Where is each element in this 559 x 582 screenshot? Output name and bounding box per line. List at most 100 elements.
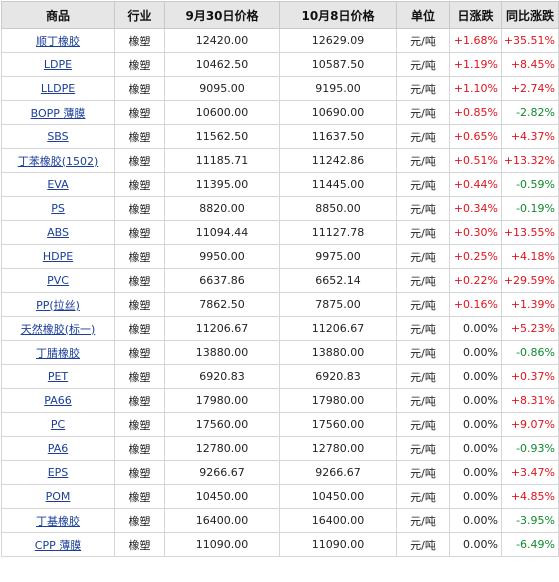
product-cell: PET: [1, 364, 115, 389]
unit-cell: 元/吨: [396, 100, 450, 125]
price-oct8-cell: 11206.67: [279, 316, 397, 341]
yoy-change-cell: -0.86%: [501, 340, 559, 365]
product-link[interactable]: EVA: [47, 178, 69, 191]
product-cell: 丁苯橡胶(1502): [1, 148, 115, 173]
product-link[interactable]: 顺丁橡胶: [36, 34, 80, 48]
price-sep30-cell: 9095.00: [164, 76, 280, 101]
price-sep30-cell: 11185.71: [164, 148, 280, 173]
yoy-change-cell: +35.51%: [501, 28, 559, 53]
price-oct8-cell: 11242.86: [279, 148, 397, 173]
yoy-change-cell: +8.45%: [501, 52, 559, 77]
unit-cell: 元/吨: [396, 196, 450, 221]
unit-cell: 元/吨: [396, 460, 450, 485]
yoy-change-cell: +3.47%: [501, 460, 559, 485]
table-row: PA6 橡塑 12780.00 12780.00 元/吨 0.00% -0.93%: [1, 436, 559, 461]
industry-cell: 橡塑: [114, 316, 165, 341]
product-link[interactable]: SBS: [47, 130, 69, 143]
unit-cell: 元/吨: [396, 124, 450, 149]
product-cell: POM: [1, 484, 115, 509]
daily-change-cell: +0.65%: [449, 124, 502, 149]
price-oct8-cell: 8850.00: [279, 196, 397, 221]
product-link[interactable]: 丁腈橡胶: [36, 346, 80, 360]
product-link[interactable]: PA6: [47, 442, 69, 455]
unit-cell: 元/吨: [396, 76, 450, 101]
table-row: PET 橡塑 6920.83 6920.83 元/吨 0.00% +0.37%: [1, 364, 559, 389]
product-link[interactable]: ABS: [47, 226, 69, 239]
product-link[interactable]: 丁基橡胶: [36, 514, 80, 528]
yoy-change-cell: -3.95%: [501, 508, 559, 533]
industry-cell: 橡塑: [114, 460, 165, 485]
product-cell: 丁基橡胶: [1, 508, 115, 533]
product-link[interactable]: 天然橡胶(标一): [20, 322, 96, 336]
yoy-change-cell: +13.32%: [501, 148, 559, 173]
industry-cell: 橡塑: [114, 508, 165, 533]
table-row: SBS 橡塑 11562.50 11637.50 元/吨 +0.65% +4.37%: [1, 124, 559, 149]
price-oct8-cell: 9266.67: [279, 460, 397, 485]
daily-change-cell: 0.00%: [449, 388, 502, 413]
product-link[interactable]: PP(拉丝): [36, 298, 80, 312]
price-sep30-cell: 7862.50: [164, 292, 280, 317]
industry-cell: 橡塑: [114, 124, 165, 149]
industry-cell: 橡塑: [114, 220, 165, 245]
product-link[interactable]: HDPE: [42, 250, 74, 263]
product-link[interactable]: POM: [45, 490, 71, 503]
daily-change-cell: +1.19%: [449, 52, 502, 77]
daily-change-cell: 0.00%: [449, 364, 502, 389]
col-header-price-oct8: 10月8日价格: [279, 1, 397, 29]
table-row: PA66 橡塑 17980.00 17980.00 元/吨 0.00% +8.31%: [1, 388, 559, 413]
col-header-product: 商品: [1, 1, 115, 29]
unit-cell: 元/吨: [396, 316, 450, 341]
table-row: CPP 薄膜 橡塑 11090.00 11090.00 元/吨 0.00% -6.49%: [1, 532, 559, 557]
daily-change-cell: 0.00%: [449, 508, 502, 533]
product-cell: EVA: [1, 172, 115, 197]
price-oct8-cell: 17560.00: [279, 412, 397, 437]
industry-cell: 橡塑: [114, 268, 165, 293]
col-header-unit: 单位: [396, 1, 450, 29]
daily-change-cell: +0.51%: [449, 148, 502, 173]
product-link[interactable]: EPS: [47, 466, 69, 479]
table-row: 丁基橡胶 橡塑 16400.00 16400.00 元/吨 0.00% -3.95%: [1, 508, 559, 533]
industry-cell: 橡塑: [114, 244, 165, 269]
product-cell: PA6: [1, 436, 115, 461]
yoy-change-cell: +4.37%: [501, 124, 559, 149]
price-oct8-cell: 10450.00: [279, 484, 397, 509]
price-oct8-cell: 12629.09: [279, 28, 397, 53]
unit-cell: 元/吨: [396, 436, 450, 461]
daily-change-cell: +0.22%: [449, 268, 502, 293]
table-row: LLDPE 橡塑 9095.00 9195.00 元/吨 +1.10% +2.74%: [1, 76, 559, 101]
product-link[interactable]: PA66: [44, 394, 72, 407]
industry-cell: 橡塑: [114, 172, 165, 197]
product-link[interactable]: PS: [51, 202, 65, 215]
product-link[interactable]: LLDPE: [40, 82, 76, 95]
product-link[interactable]: BOPP 薄膜: [30, 106, 86, 120]
price-oct8-cell: 17980.00: [279, 388, 397, 413]
table-row: HDPE 橡塑 9950.00 9975.00 元/吨 +0.25% +4.18%: [1, 244, 559, 269]
product-link[interactable]: PET: [47, 370, 69, 383]
price-oct8-cell: 10690.00: [279, 100, 397, 125]
product-cell: HDPE: [1, 244, 115, 269]
product-link[interactable]: LDPE: [43, 58, 73, 71]
yoy-change-cell: +2.74%: [501, 76, 559, 101]
daily-change-cell: +0.25%: [449, 244, 502, 269]
product-link[interactable]: 丁苯橡胶(1502): [17, 154, 99, 168]
daily-change-cell: +0.85%: [449, 100, 502, 125]
product-link[interactable]: PC: [50, 418, 66, 431]
table-row: PVC 橡塑 6637.86 6652.14 元/吨 +0.22% +29.59%: [1, 268, 559, 293]
yoy-change-cell: +1.39%: [501, 292, 559, 317]
product-cell: EPS: [1, 460, 115, 485]
product-link[interactable]: CPP 薄膜: [34, 538, 82, 552]
price-sep30-cell: 6920.83: [164, 364, 280, 389]
unit-cell: 元/吨: [396, 532, 450, 557]
product-cell: PC: [1, 412, 115, 437]
product-link[interactable]: PVC: [47, 274, 69, 287]
product-cell: PA66: [1, 388, 115, 413]
col-header-yoy-change: 同比涨跌: [501, 1, 559, 29]
industry-cell: 橡塑: [114, 76, 165, 101]
col-header-price-sep30: 9月30日价格: [164, 1, 280, 29]
unit-cell: 元/吨: [396, 412, 450, 437]
yoy-change-cell: -0.19%: [501, 196, 559, 221]
price-sep30-cell: 10450.00: [164, 484, 280, 509]
daily-change-cell: 0.00%: [449, 532, 502, 557]
product-cell: LDPE: [1, 52, 115, 77]
unit-cell: 元/吨: [396, 52, 450, 77]
